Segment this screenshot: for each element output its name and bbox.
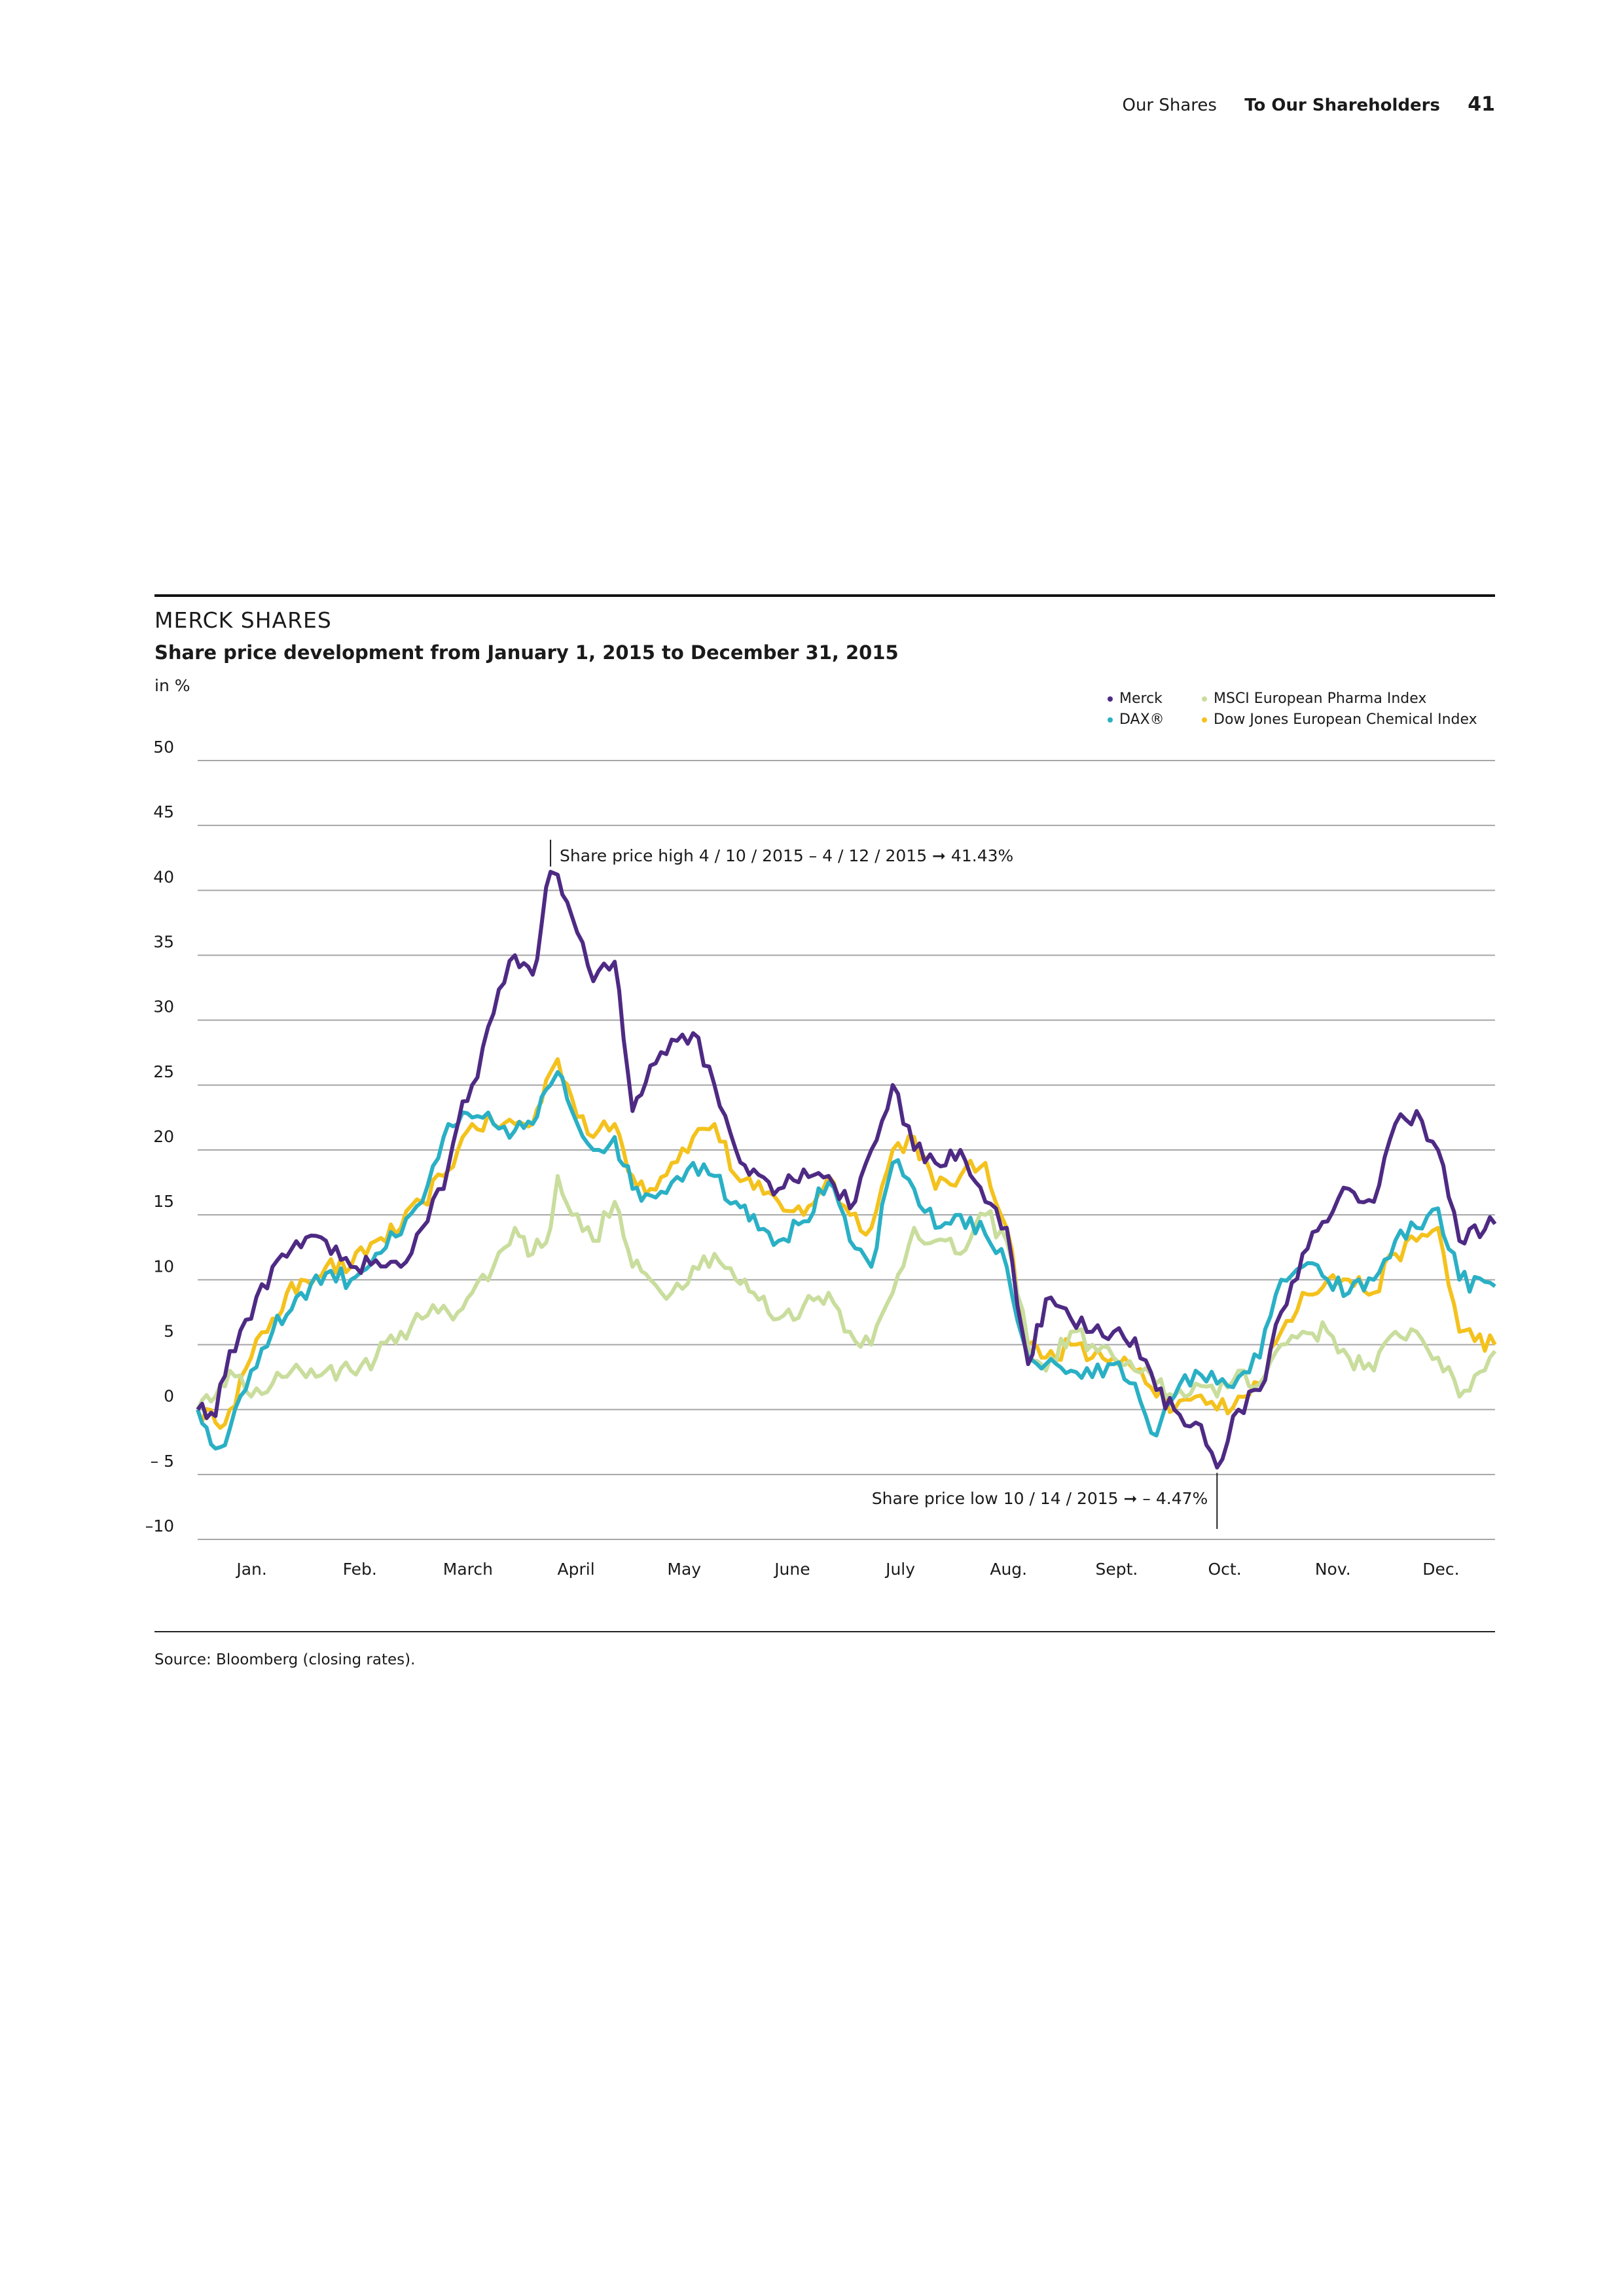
legend-entry-merck: Merck <box>1108 689 1164 709</box>
x-tick-label: April <box>558 1560 595 1579</box>
legend-column-2: MSCI European Pharma Index Dow Jones Eur… <box>1202 689 1477 730</box>
y-tick-label: 10 <box>153 1257 174 1276</box>
y-tick-label: 20 <box>153 1127 174 1146</box>
legend-entry-dax: DAX® <box>1108 709 1164 730</box>
x-tick-label: Sept. <box>1095 1560 1138 1579</box>
y-tick-label: 15 <box>153 1192 174 1211</box>
x-tick-label: June <box>773 1560 810 1579</box>
legend-label-merck: Merck <box>1119 691 1163 707</box>
x-tick-label: Feb. <box>343 1560 377 1579</box>
x-tick-label: March <box>443 1560 493 1579</box>
high-annotation: Share price high 4 / 10 / 2015 – 4 / 12 … <box>560 846 1013 865</box>
low-annotation: Share price low 10 / 14 / 2015 ➞ – 4.47% <box>872 1489 1208 1508</box>
x-tick-label: Nov. <box>1315 1560 1351 1579</box>
legend-swatch-dax <box>1108 717 1113 723</box>
top-rule <box>154 594 1495 597</box>
header-chapter: To Our Shareholders <box>1244 96 1440 115</box>
page-header: Our Shares To Our Shareholders 41 <box>1122 93 1495 116</box>
page-number: 41 <box>1468 93 1495 116</box>
chart-title: MERCK SHARES <box>154 607 332 633</box>
x-tick-label: Jan. <box>235 1560 266 1579</box>
series-line-merck <box>196 870 1497 1470</box>
legend-swatch-merck <box>1108 696 1113 702</box>
x-tick-label: May <box>667 1560 701 1579</box>
legend-label-msci: MSCI European Pharma Index <box>1214 691 1427 707</box>
y-tick-label: 5 <box>164 1322 174 1341</box>
bottom-rule <box>154 1631 1495 1632</box>
y-tick-label: – 5 <box>151 1452 174 1471</box>
x-tick-label: Dec. <box>1422 1560 1459 1579</box>
legend-entry-msci: MSCI European Pharma Index <box>1202 689 1477 709</box>
source-note: Source: Bloomberg (closing rates). <box>154 1651 416 1668</box>
y-tick-label: –10 <box>145 1516 174 1535</box>
legend-swatch-msci <box>1202 696 1207 702</box>
y-axis-unit: in % <box>154 676 190 695</box>
y-tick-label: 30 <box>153 997 174 1016</box>
x-tick-label: Oct. <box>1208 1560 1241 1579</box>
legend-label-dowjones: Dow Jones European Chemical Index <box>1214 711 1477 728</box>
chart-subtitle: Share price development from January 1, … <box>154 641 899 664</box>
series-line-dow-jones-european-chemical-index <box>196 1057 1497 1430</box>
y-tick-label: 35 <box>153 933 174 952</box>
x-tick-label: Aug. <box>990 1560 1027 1579</box>
y-tick-label: 50 <box>153 738 174 757</box>
legend-column-1: Merck DAX® <box>1108 689 1164 730</box>
y-tick-label: 40 <box>153 867 174 886</box>
header-section: Our Shares <box>1122 96 1217 115</box>
legend-swatch-dowjones <box>1202 717 1207 723</box>
y-tick-label: 0 <box>164 1387 174 1406</box>
legend-entry-dowjones: Dow Jones European Chemical Index <box>1202 709 1477 730</box>
y-tick-label: 45 <box>153 802 174 821</box>
y-tick-label: 25 <box>153 1062 174 1081</box>
series-line-msci-european-pharma-index <box>196 1174 1497 1410</box>
legend-label-dax: DAX® <box>1119 711 1164 728</box>
x-tick-label: July <box>884 1560 915 1579</box>
